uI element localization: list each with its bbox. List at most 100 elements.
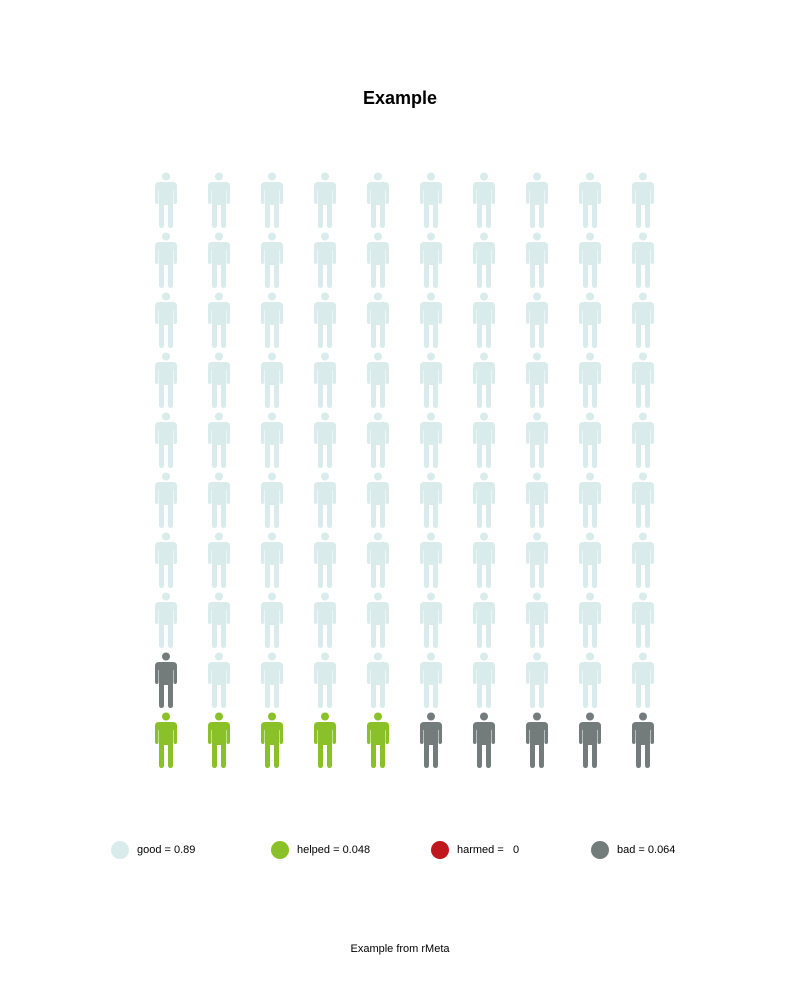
person-icon-good xyxy=(314,172,336,228)
person-icon-good xyxy=(473,292,495,348)
person-icon-good xyxy=(632,352,654,408)
person-icon-good xyxy=(367,472,389,528)
chart-title: Example xyxy=(362,88,438,108)
person-icon-good xyxy=(420,472,442,528)
chart-caption: Example from rMeta xyxy=(350,943,450,955)
person-icon-good xyxy=(155,412,177,468)
legend-swatch-bad xyxy=(591,841,609,859)
person-icon-bad xyxy=(579,712,601,768)
person-icon-good xyxy=(208,172,230,228)
person-icon-good xyxy=(420,292,442,348)
person-icon-good xyxy=(314,292,336,348)
person-icon-good xyxy=(420,352,442,408)
person-icon-bad xyxy=(473,712,495,768)
person-icon-good xyxy=(473,352,495,408)
person-icon-good xyxy=(526,292,548,348)
person-icon-good xyxy=(208,292,230,348)
person-icon-good xyxy=(208,232,230,288)
person-icon-good xyxy=(632,172,654,228)
person-icon-good xyxy=(420,172,442,228)
person-icon-good xyxy=(579,532,601,588)
person-icon-good xyxy=(314,472,336,528)
legend-swatch-harmed xyxy=(431,841,449,859)
legend-label-harmed: harmed = 0 xyxy=(457,844,520,856)
legend: good = 0.89 helped = 0.048 harmed = 0 bad =… xyxy=(0,840,800,860)
person-icon-good xyxy=(473,472,495,528)
legend-item-good: good = 0.89 xyxy=(111,840,195,860)
person-icon-good xyxy=(579,652,601,708)
legend-item-helped: helped = 0.048 xyxy=(271,840,370,860)
person-icon-good xyxy=(579,592,601,648)
person-icon-good xyxy=(579,292,601,348)
person-icon-bad xyxy=(420,712,442,768)
person-icon-good xyxy=(526,172,548,228)
person-icon-good xyxy=(367,292,389,348)
person-icon-good xyxy=(579,472,601,528)
person-icon-good xyxy=(155,592,177,648)
person-icon-good xyxy=(420,592,442,648)
person-icon-good xyxy=(314,352,336,408)
person-icon-good xyxy=(579,232,601,288)
person-icon-good xyxy=(261,592,283,648)
person-icon-good xyxy=(208,592,230,648)
legend-label-good: good = 0.89 xyxy=(137,844,196,856)
person-icon-good xyxy=(208,412,230,468)
person-icon-good xyxy=(526,352,548,408)
person-icon-good xyxy=(473,412,495,468)
person-icon-good xyxy=(261,172,283,228)
person-icon-good xyxy=(526,232,548,288)
person-icon-good xyxy=(632,472,654,528)
person-icon-good xyxy=(314,232,336,288)
person-icon-good xyxy=(632,592,654,648)
person-icon-good xyxy=(314,652,336,708)
person-icon-good xyxy=(155,352,177,408)
legend-item-bad: bad = 0.064 xyxy=(591,840,675,860)
person-icon-good xyxy=(155,232,177,288)
person-icon-bad xyxy=(155,652,177,708)
person-icon-good xyxy=(208,652,230,708)
person-icon-good xyxy=(208,532,230,588)
person-icon-helped xyxy=(208,712,230,768)
person-icon-good xyxy=(208,472,230,528)
person-icon-good xyxy=(473,172,495,228)
person-icon-good xyxy=(367,532,389,588)
person-icon-good xyxy=(420,232,442,288)
person-icon-good xyxy=(367,412,389,468)
person-icon-good xyxy=(526,412,548,468)
person-icon-good xyxy=(367,172,389,228)
person-icon-good xyxy=(261,232,283,288)
person-icon-good xyxy=(632,232,654,288)
person-icon-good xyxy=(632,532,654,588)
person-icon-good xyxy=(314,412,336,468)
person-icon-helped xyxy=(261,712,283,768)
person-icon-good xyxy=(367,232,389,288)
person-icon-good xyxy=(314,592,336,648)
person-icon-good xyxy=(314,532,336,588)
person-icon-good xyxy=(261,412,283,468)
person-icon-good xyxy=(579,412,601,468)
person-icon-good xyxy=(420,412,442,468)
person-icon-good xyxy=(261,352,283,408)
person-icon-good xyxy=(367,652,389,708)
person-icon-helped xyxy=(367,712,389,768)
person-icon-helped xyxy=(314,712,336,768)
person-icon-good xyxy=(155,532,177,588)
person-icon-bad xyxy=(526,712,548,768)
person-icon-good xyxy=(526,592,548,648)
person-icon-good xyxy=(632,412,654,468)
legend-label-helped: helped = 0.048 xyxy=(297,844,371,856)
person-icon-good xyxy=(579,172,601,228)
person-icon-good xyxy=(473,232,495,288)
person-icon-good xyxy=(473,592,495,648)
person-icon-good xyxy=(261,472,283,528)
person-icon-good xyxy=(579,352,601,408)
legend-swatch-good xyxy=(111,841,129,859)
person-icon-good xyxy=(473,532,495,588)
legend-swatch-helped xyxy=(271,841,289,859)
person-icon-helped xyxy=(155,712,177,768)
person-icon-good xyxy=(526,652,548,708)
legend-label-bad: bad = 0.064 xyxy=(617,844,676,856)
person-icon-good xyxy=(526,532,548,588)
person-icon-good xyxy=(420,652,442,708)
person-icon-good xyxy=(155,472,177,528)
